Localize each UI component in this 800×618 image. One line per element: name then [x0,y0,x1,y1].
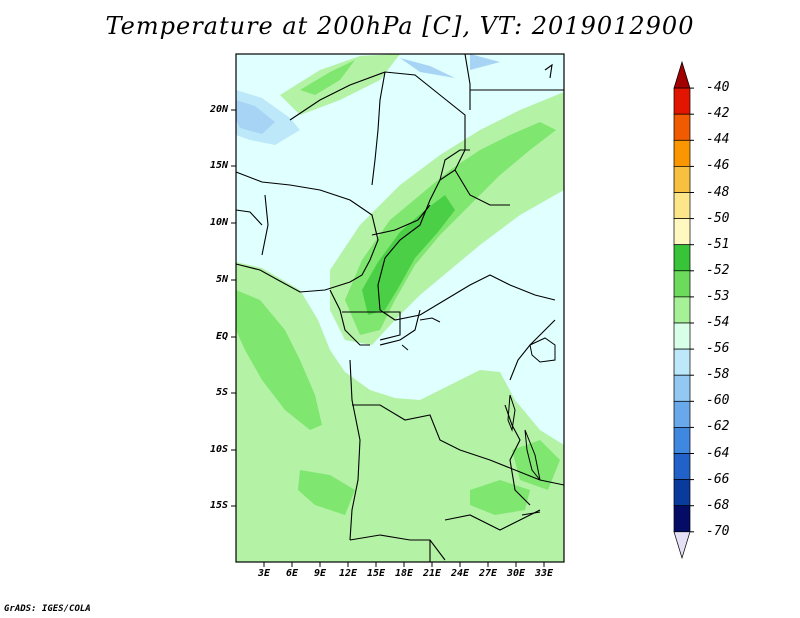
axis-ticks [231,109,545,567]
map-frame [235,53,565,563]
colorbar-label: -62 [706,419,730,435]
lat-label-20n: 20N [209,104,228,115]
temp-region-minus53-east [512,440,560,490]
colorbar-segment [673,453,691,480]
lon-label-6e: 6E [285,568,299,579]
colorbar-label: -70 [706,523,730,539]
colorbar-label: -53 [706,288,730,304]
colorbar-label: -64 [706,445,730,461]
colorbar-label: -60 [706,393,730,409]
lakes [401,317,556,516]
lon-label-33e: 33E [534,568,554,579]
lon-label-27e: 27E [478,568,498,579]
lon-label-30e: 30E [506,568,526,579]
colorbar-segment [673,87,691,115]
colorbar-segment [673,374,691,402]
colorbar-label: -68 [706,497,730,513]
lat-label-15s: 15S [209,500,228,511]
temp-region-minus56-northwest-inner [236,100,275,134]
colorbar-segment [673,322,691,350]
lon-label-15e: 15E [366,568,386,579]
colorbar-label: -58 [706,367,730,383]
temp-region-minus56-northeast [470,54,500,70]
colorbar-segment [673,166,691,193]
credit-text: GrADS: IGES/COLA [4,604,91,614]
lon-label-12e: 12E [338,568,358,579]
lon-label-24e: 24E [450,568,470,579]
colorbar-label: -46 [706,158,730,174]
colorbar-segment [673,270,691,298]
colorbar-segment [673,113,691,141]
country-borders [235,53,565,562]
temp-region-minus54-north [280,54,400,115]
lat-label-10s: 10S [209,444,228,455]
colorbar-segment [673,479,691,507]
colorbar-label: -44 [706,132,730,148]
temp-region-minus52 [362,195,455,315]
lat-label-5s: 5S [215,387,228,398]
colorbar [673,60,694,560]
lon-label-18e: 18E [394,568,414,579]
lat-label-eq: EQ [215,331,228,342]
colorbar-top-arrow [673,60,691,89]
lat-label-10n: 10N [209,217,228,228]
colorbar-label: -48 [706,184,730,200]
temp-region-minus56-northeast-b [400,58,455,78]
colorbar-segment [673,244,691,272]
colorbar-segment [673,192,691,219]
temp-region-minus53-north [300,60,355,95]
colorbar-segment [673,400,691,428]
colorbar-label: -54 [706,315,730,330]
lon-label-3e: 3E [257,568,271,579]
colorbar-segment [673,427,691,454]
colorbar-label: -66 [706,471,730,487]
temp-region-minus53-west [236,290,322,430]
colorbar-label: -40 [706,80,730,96]
colorbar-label: -42 [706,106,730,122]
colorbar-label: -52 [706,262,730,278]
lat-label-5n: 5N [215,274,228,285]
lat-label-15n: 15N [209,160,228,171]
colorbar-segment [673,139,691,167]
colorbar-segment [673,348,691,376]
colorbar-label: -51 [706,236,730,252]
lon-label-21e: 21E [422,568,442,579]
colorbar-bottom-arrow [673,531,691,560]
lon-label-9e: 9E [313,568,327,579]
colorbar-segment [673,218,691,246]
colorbar-label: -56 [706,341,730,357]
temp-region-minus53-southwest [298,470,355,515]
colorbar-segment [673,296,691,324]
colorbar-segment [673,505,691,533]
colorbar-label: -50 [706,210,730,226]
chart-title: Temperature at 200hPa [C], VT: 201901290… [105,12,695,40]
map-area [235,53,565,563]
